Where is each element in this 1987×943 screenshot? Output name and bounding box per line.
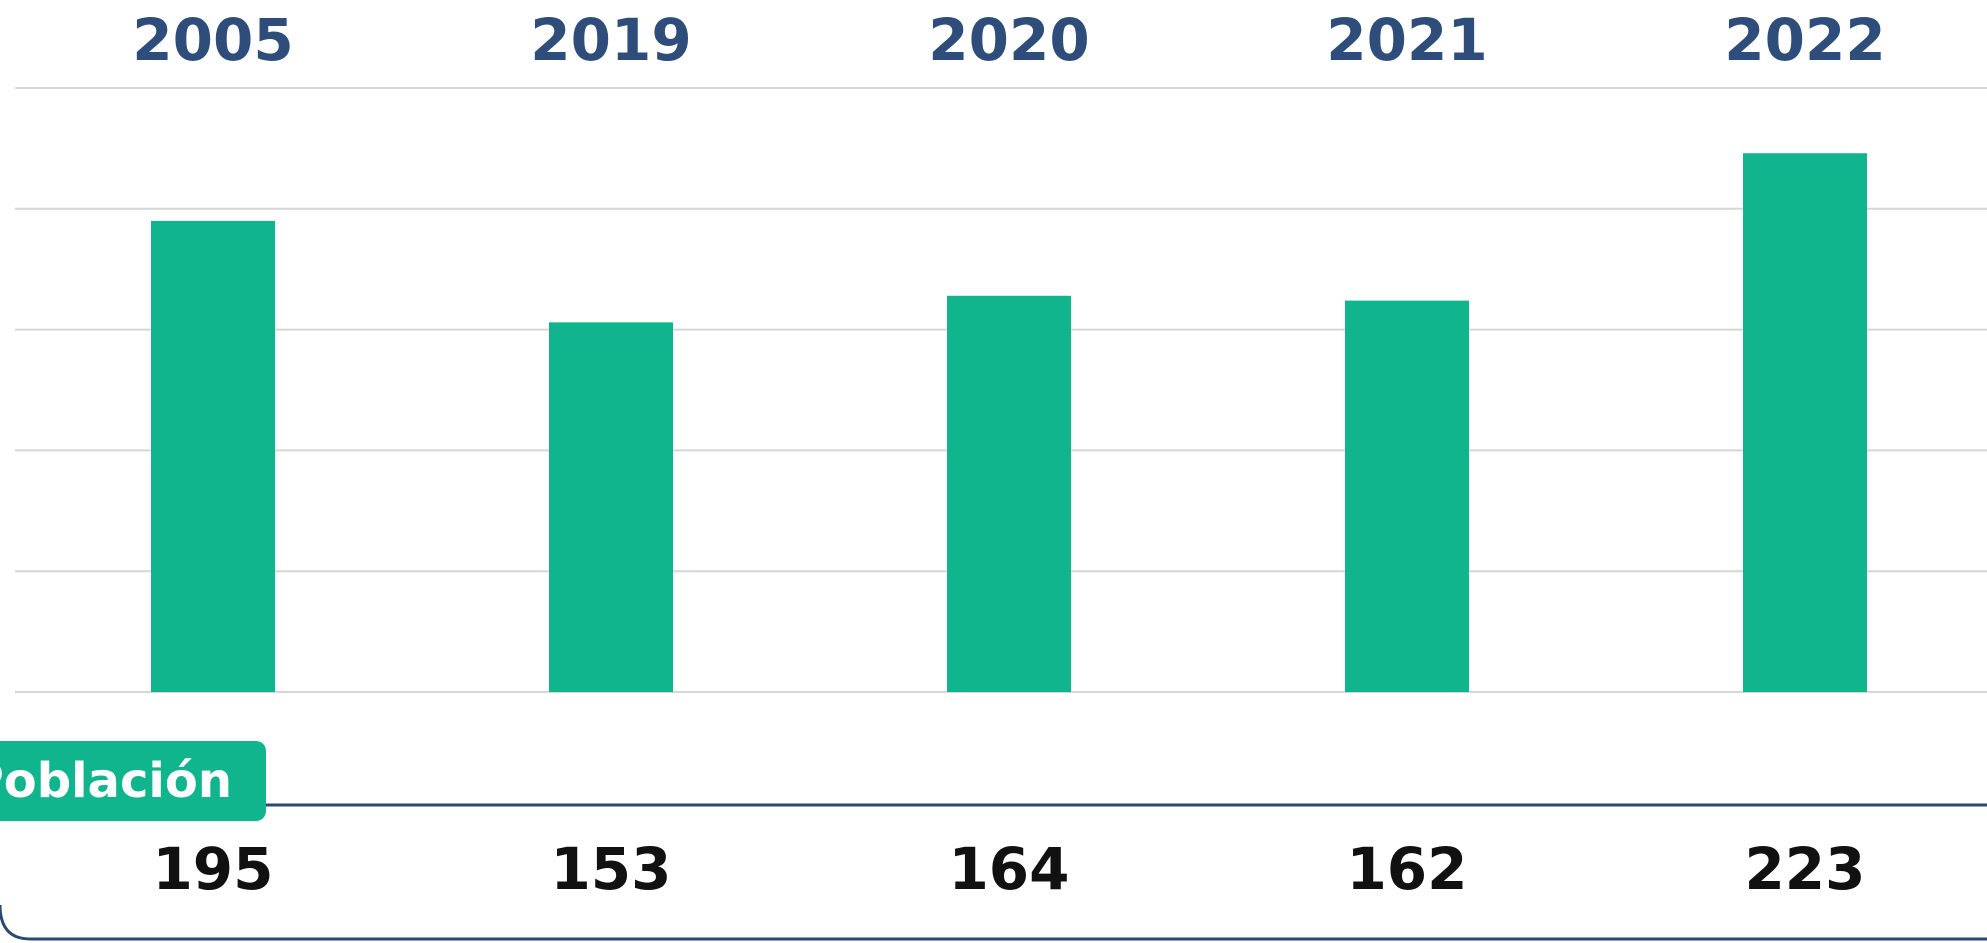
bar bbox=[947, 295, 1071, 692]
value-label: 195 bbox=[152, 835, 273, 903]
row-label-box bbox=[0, 741, 266, 821]
panel-border bbox=[0, 904, 1987, 941]
bar bbox=[549, 322, 673, 692]
bar bbox=[151, 220, 275, 692]
year-label: 2022 bbox=[1724, 6, 1885, 74]
year-label: 2021 bbox=[1326, 6, 1487, 74]
year-label: 2005 bbox=[132, 6, 293, 74]
bar bbox=[1743, 153, 1867, 692]
value-label: 223 bbox=[1744, 835, 1865, 903]
bar bbox=[1345, 300, 1469, 692]
year-label: 2019 bbox=[530, 6, 691, 74]
value-label: 162 bbox=[1346, 835, 1467, 903]
value-label: 153 bbox=[550, 835, 671, 903]
value-label: 164 bbox=[948, 835, 1069, 903]
year-label: 2020 bbox=[928, 6, 1089, 74]
row-label: Población bbox=[0, 753, 232, 809]
